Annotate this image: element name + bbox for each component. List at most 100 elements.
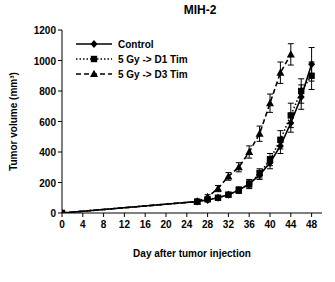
error-bar xyxy=(236,163,242,172)
y-tick xyxy=(58,121,62,122)
series-line xyxy=(62,76,312,213)
error-bar xyxy=(267,154,273,166)
data-point xyxy=(308,73,314,79)
y-tick xyxy=(58,91,62,92)
x-tick xyxy=(62,213,63,217)
y-tick xyxy=(58,182,62,183)
error-bar xyxy=(246,180,252,188)
data-point xyxy=(224,172,232,179)
error-bar xyxy=(277,131,283,149)
x-tick xyxy=(186,213,187,217)
y-tick-label: 1000 xyxy=(34,56,57,67)
series-line xyxy=(62,64,312,213)
data-point xyxy=(267,156,273,162)
x-tick-label: 40 xyxy=(264,219,276,230)
data-point xyxy=(214,184,222,191)
error-bar xyxy=(298,79,304,103)
error-bar xyxy=(277,62,283,83)
chart: MIH-202004006008001000120004812162024283… xyxy=(0,0,335,282)
y-tick xyxy=(58,30,62,31)
y-axis-label: Tumor volume (mm³) xyxy=(8,72,19,171)
data-point xyxy=(204,193,212,200)
x-tick-label: 28 xyxy=(202,219,214,230)
data-point xyxy=(215,194,222,202)
data-point xyxy=(235,163,243,170)
legend-marker xyxy=(90,70,98,77)
background xyxy=(0,0,335,282)
x-tick xyxy=(145,213,146,217)
legend-marker xyxy=(91,56,97,62)
data-point xyxy=(288,112,294,118)
error-bar xyxy=(236,187,242,193)
data-point xyxy=(215,195,221,201)
data-point xyxy=(246,180,253,188)
x-tick-label: 44 xyxy=(285,219,297,230)
legend-label: 5 Gy -> D1 Tim xyxy=(118,54,188,65)
y-tick-label: 400 xyxy=(39,147,56,158)
x-tick xyxy=(249,213,250,217)
error-bar xyxy=(288,44,294,65)
y-tick xyxy=(58,213,62,214)
y-tick-label: 0 xyxy=(50,208,56,219)
error-bar xyxy=(267,157,273,169)
y-tick-label: 1200 xyxy=(34,25,57,36)
x-tick xyxy=(103,213,104,217)
x-tick xyxy=(166,213,167,217)
x-tick-label: 12 xyxy=(119,219,131,230)
data-point xyxy=(245,148,253,155)
error-bar xyxy=(257,126,263,141)
x-tick xyxy=(270,213,271,217)
x-tick-label: 4 xyxy=(80,219,86,230)
legend-marker xyxy=(91,40,98,48)
data-point xyxy=(193,197,201,204)
error-bar xyxy=(246,179,252,188)
x-tick xyxy=(290,213,291,217)
data-point xyxy=(256,130,264,137)
y-tick-label: 200 xyxy=(39,178,56,189)
data-point xyxy=(287,50,295,57)
x-tick-label: 24 xyxy=(181,219,193,230)
data-point xyxy=(62,209,66,213)
data-point xyxy=(225,191,232,199)
plot-area xyxy=(62,44,315,213)
x-tick-label: 16 xyxy=(140,219,152,230)
error-bar xyxy=(225,173,231,181)
series-line xyxy=(62,54,291,213)
legend: Control 5 Gy -> D1 Tim 5 Gy -> D3 Tim xyxy=(76,39,188,80)
error-bar xyxy=(225,192,231,197)
x-tick xyxy=(311,213,312,217)
x-tick-label: 48 xyxy=(306,219,318,230)
data-point xyxy=(236,187,242,193)
x-tick xyxy=(82,213,83,217)
legend-label: 5 Gy -> D3 Tim xyxy=(118,69,188,80)
x-tick-label: 32 xyxy=(223,219,235,230)
data-point xyxy=(194,198,200,204)
data-point xyxy=(277,137,283,143)
x-axis xyxy=(62,213,322,214)
x-tick xyxy=(124,213,125,217)
x-tick-label: 20 xyxy=(160,219,172,230)
x-tick-label: 0 xyxy=(59,219,65,230)
legend-label: Control xyxy=(118,39,154,50)
error-bar xyxy=(257,169,263,178)
data-point xyxy=(194,198,201,206)
x-tick xyxy=(207,213,208,217)
x-axis-label: Day after tumor injection xyxy=(133,248,251,259)
data-point xyxy=(276,69,284,76)
y-tick-label: 800 xyxy=(39,86,56,97)
data-point xyxy=(235,186,242,194)
data-point xyxy=(246,181,252,187)
data-point xyxy=(225,192,231,198)
error-bar xyxy=(288,103,294,127)
x-tick-label: 8 xyxy=(101,219,107,230)
data-point xyxy=(298,88,304,94)
x-tick-label: 36 xyxy=(244,219,256,230)
data-point xyxy=(256,171,263,179)
error-bar xyxy=(225,192,231,197)
title: MIH-2 xyxy=(184,3,217,17)
error-bar xyxy=(257,170,263,179)
x-tick xyxy=(228,213,229,217)
data-point xyxy=(266,99,274,106)
y-tick xyxy=(58,60,62,61)
error-bar xyxy=(236,187,242,193)
